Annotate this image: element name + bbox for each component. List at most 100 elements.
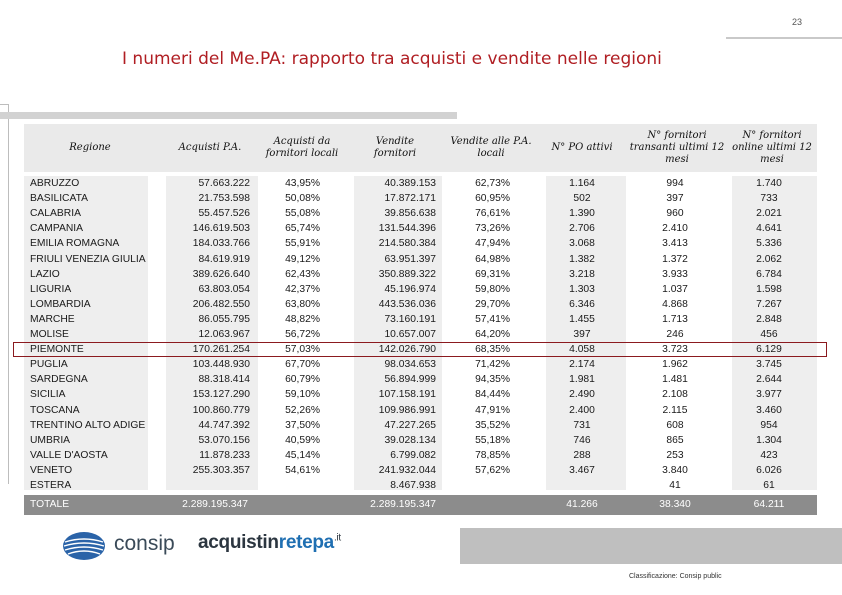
header-vendite-alle-pa-locali: Vendite alle P.A. locali [450, 136, 532, 159]
cell-n-fornitori-online: 456 [760, 329, 778, 340]
cell-pct-vendite-pa-locali: 68,35% [475, 344, 510, 356]
cell-n-fornitori-online: 733 [760, 193, 778, 205]
cell-pct-vendite-pa-locali: 69,31% [475, 268, 510, 280]
cell-vendite-fornitori: 17.872.171 [384, 193, 436, 205]
cell-pct-fornitori-locali: 52,26% [285, 404, 320, 416]
cell-n-fornitori-online: 3.977 [756, 389, 782, 401]
cell-acquisti-pa: 57.663.222 [198, 178, 250, 189]
cell-n-fornitori-online: 3.460 [756, 404, 782, 416]
cell-n-po-attivi: 731 [573, 419, 591, 431]
cell-n-fornitori-transanti: 608 [666, 419, 684, 431]
cell-n-fornitori-online: 6.026 [756, 464, 782, 476]
cell-n-po-attivi: 2.706 [569, 223, 595, 235]
total-po: 41.266 [566, 499, 598, 510]
consip-wordmark: consip [114, 532, 175, 555]
header-n-fornitori-online: N° fornitori online ultimi 12 mesi [732, 130, 812, 165]
cell-acquisti-pa: 86.055.795 [198, 313, 250, 325]
cell-n-fornitori-transanti: 1.962 [662, 359, 688, 371]
cell-n-fornitori-transanti: 2.410 [662, 223, 688, 235]
cell-n-fornitori-online: 2.062 [756, 253, 782, 265]
cell-n-fornitori-online: 1.304 [756, 434, 782, 446]
cell-acquisti-pa: 88.318.414 [198, 374, 250, 386]
cell-pct-fornitori-locali: 63,80% [285, 298, 320, 310]
cell-pct-fornitori-locali: 54,61% [285, 464, 320, 476]
cell-pct-fornitori-locali: 60,79% [285, 374, 320, 386]
cell-pct-fornitori-locali: 43,95% [285, 178, 320, 189]
cell-region: LOMBARDIA [30, 298, 91, 310]
cell-acquisti-pa: 44.747.392 [198, 419, 250, 431]
cell-pct-vendite-pa-locali: 59,80% [475, 283, 510, 295]
cell-n-po-attivi: 4.058 [569, 344, 595, 356]
header-band [24, 124, 817, 172]
cell-region: VALLE D'AOSTA [30, 449, 108, 461]
cell-region: LAZIO [30, 268, 60, 280]
cell-pct-vendite-pa-locali: 64,98% [475, 253, 510, 265]
cell-n-fornitori-transanti: 994 [666, 178, 684, 189]
cell-acquisti-pa: 11.878.233 [199, 449, 250, 461]
cell-region: PUGLIA [30, 359, 68, 371]
total-row [24, 495, 817, 515]
cell-pct-vendite-pa-locali: 55,18% [475, 434, 510, 446]
cell-pct-vendite-pa-locali: 78,85% [475, 449, 510, 461]
cell-n-fornitori-transanti: 2.115 [662, 404, 688, 416]
cell-pct-vendite-pa-locali: 29,70% [475, 298, 510, 310]
cell-n-fornitori-transanti: 960 [666, 208, 684, 220]
cell-vendite-fornitori: 56.894.999 [384, 374, 436, 386]
cell-n-fornitori-online: 5.336 [756, 238, 782, 250]
cell-pct-fornitori-locali: 62,43% [285, 268, 320, 280]
cell-region: PIEMONTE [30, 344, 84, 356]
cell-acquisti-pa: 184.033.766 [192, 238, 250, 250]
cell-pct-fornitori-locali: 57,03% [285, 344, 320, 356]
cell-n-fornitori-transanti: 41 [669, 480, 681, 491]
cell-pct-fornitori-locali: 59,10% [285, 389, 320, 401]
cell-acquisti-pa: 21.753.598 [198, 193, 250, 205]
cell-region: MARCHE [30, 313, 75, 325]
cell-region: FRIULI VENEZIA GIULIA [30, 253, 146, 265]
cell-n-fornitori-transanti: 4.868 [662, 298, 688, 310]
left-rule-vertical [8, 104, 9, 484]
cell-acquisti-pa: 84.619.919 [198, 253, 250, 265]
cell-region: BASILICATA [30, 193, 88, 205]
page-number: 23 [791, 17, 802, 27]
cell-n-fornitori-online: 6.784 [756, 268, 782, 280]
cell-n-fornitori-online: 2.021 [756, 208, 782, 220]
cell-region: CAMPANIA [30, 223, 84, 235]
cell-n-fornitori-online: 7.267 [756, 298, 782, 310]
cell-n-po-attivi: 1.981 [569, 374, 595, 386]
cell-pct-fornitori-locali [260, 478, 320, 493]
cell-acquisti-pa: 55.457.526 [198, 208, 250, 220]
cell-acquisti-pa: 206.482.550 [192, 298, 250, 310]
cell-pct-fornitori-locali: 67,70% [285, 359, 320, 371]
cell-acquisti-pa: 63.803.054 [198, 283, 250, 295]
cell-acquisti-pa: 103.448.930 [192, 359, 250, 371]
cell-vendite-fornitori: 142.026.790 [378, 344, 436, 356]
cell-n-fornitori-transanti: 3.413 [662, 238, 688, 250]
cell-n-po-attivi: 502 [573, 193, 591, 205]
consip-emblem-icon [63, 532, 105, 560]
cell-pct-fornitori-locali: 48,82% [285, 313, 320, 325]
header-n-fornitori-transanti: N° fornitori transanti ultimi 12 mesi [629, 130, 725, 165]
cell-n-fornitori-online: 2.848 [756, 313, 782, 325]
footer-band [460, 528, 842, 564]
page-title: I numeri del Me.PA: rapporto tra acquist… [122, 49, 662, 69]
cell-n-fornitori-transanti: 246 [666, 329, 684, 340]
cell-pct-fornitori-locali: 56,72% [285, 329, 320, 340]
cell-vendite-fornitori: 63.951.397 [384, 253, 436, 265]
cell-vendite-fornitori: 443.536.036 [378, 298, 436, 310]
cell-pct-vendite-pa-locali: 76,61% [475, 208, 510, 220]
cell-region: LIGURIA [30, 283, 72, 295]
cell-n-fornitori-transanti: 865 [666, 434, 684, 446]
left-rule [0, 104, 8, 105]
title-underline-bar [0, 112, 457, 119]
cell-pct-fornitori-locali: 49,12% [285, 253, 320, 265]
cell-pct-vendite-pa-locali: 64,20% [475, 329, 510, 340]
cell-n-fornitori-online: 4.641 [756, 223, 782, 235]
acq-logo-part1: acquistin [198, 532, 279, 553]
cell-pct-fornitori-locali: 55,08% [285, 208, 320, 220]
cell-n-po-attivi: 1.164 [569, 178, 595, 189]
cell-n-po-attivi: 1.390 [569, 208, 595, 220]
cell-n-fornitori-online: 423 [760, 449, 778, 461]
total-fornitori-transanti: 38.340 [659, 499, 691, 510]
cell-vendite-fornitori: 131.544.396 [378, 223, 436, 235]
cell-n-fornitori-online: 954 [760, 419, 778, 431]
